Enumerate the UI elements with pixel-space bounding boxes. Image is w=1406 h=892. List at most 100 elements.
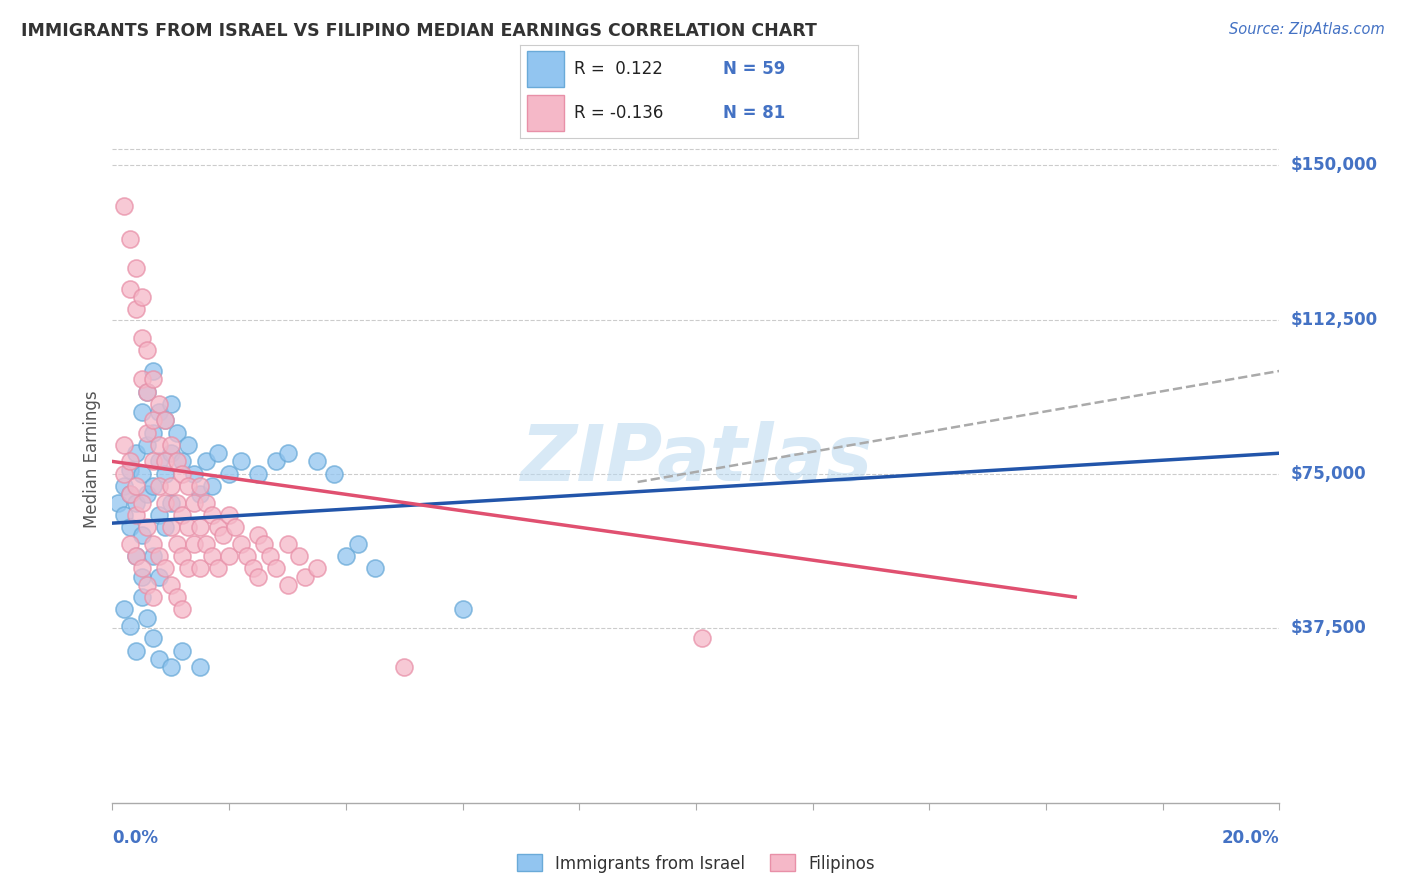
Point [131, 528, 153, 542]
Point [148, 397, 170, 411]
Point [305, 561, 328, 575]
Point [148, 479, 170, 493]
Point [148, 569, 170, 583]
Point [218, 467, 240, 481]
Point [131, 331, 153, 345]
Point [118, 487, 141, 501]
Point [112, 508, 135, 522]
Point [148, 549, 170, 563]
Point [136, 425, 159, 440]
Point [142, 413, 165, 427]
Point [172, 602, 194, 616]
Point [160, 397, 183, 411]
Point [118, 487, 141, 501]
Text: IMMIGRANTS FROM ISRAEL VS FILIPINO MEDIAN EARNINGS CORRELATION CHART: IMMIGRANTS FROM ISRAEL VS FILIPINO MEDIA… [21, 22, 817, 40]
Text: 20.0%: 20.0% [1222, 829, 1279, 847]
Point [148, 405, 170, 419]
Point [194, 537, 217, 551]
Point [160, 660, 183, 674]
Point [247, 528, 270, 542]
Point [177, 479, 200, 493]
Point [125, 479, 148, 493]
Point [690, 632, 713, 646]
Point [160, 520, 183, 534]
Point [136, 384, 159, 399]
Point [160, 438, 183, 452]
Point [201, 508, 224, 522]
Point [118, 232, 141, 246]
Text: Source: ZipAtlas.com: Source: ZipAtlas.com [1229, 22, 1385, 37]
Point [288, 549, 311, 563]
Point [166, 495, 188, 509]
Point [131, 290, 153, 304]
Point [125, 549, 148, 563]
Point [136, 343, 159, 358]
Point [294, 569, 316, 583]
Point [125, 446, 148, 460]
Point [107, 495, 129, 509]
Point [153, 454, 176, 468]
Point [346, 537, 368, 551]
Text: N = 81: N = 81 [723, 104, 785, 122]
Point [112, 199, 135, 213]
Point [153, 413, 176, 427]
Point [183, 495, 205, 509]
Point [172, 454, 194, 468]
Text: ZIPatlas: ZIPatlas [520, 421, 872, 498]
Text: $112,500: $112,500 [1291, 310, 1378, 328]
Bar [527, 95, 564, 131]
Point [276, 446, 298, 460]
Y-axis label: Median Earnings: Median Earnings [83, 391, 101, 528]
Point [142, 454, 165, 468]
Point [253, 537, 276, 551]
Point [153, 495, 176, 509]
Point [218, 549, 240, 563]
Point [207, 520, 229, 534]
Point [125, 495, 148, 509]
Text: 0.0%: 0.0% [112, 829, 159, 847]
Point [264, 454, 287, 468]
Point [201, 479, 224, 493]
Point [229, 454, 252, 468]
Point [125, 261, 148, 276]
Point [153, 413, 176, 427]
Point [160, 446, 183, 460]
Point [172, 467, 194, 481]
Point [201, 549, 224, 563]
Text: $37,500: $37,500 [1291, 619, 1367, 637]
Text: $75,000: $75,000 [1291, 465, 1367, 483]
Point [323, 467, 346, 481]
Point [166, 590, 188, 604]
Point [118, 619, 141, 633]
Point [247, 467, 270, 481]
Point [118, 454, 141, 468]
Point [118, 520, 141, 534]
Point [112, 602, 135, 616]
Point [259, 549, 281, 563]
Point [148, 508, 170, 522]
Point [177, 438, 200, 452]
Point [392, 660, 416, 674]
Point [276, 537, 298, 551]
Point [177, 561, 200, 575]
Text: N = 59: N = 59 [723, 60, 785, 78]
Point [451, 602, 474, 616]
Point [276, 578, 298, 592]
Point [166, 454, 188, 468]
Point [172, 643, 194, 657]
Point [166, 425, 188, 440]
Point [136, 384, 159, 399]
Bar [527, 51, 564, 87]
Point [131, 405, 153, 419]
Point [177, 520, 200, 534]
Point [131, 569, 153, 583]
Point [112, 467, 135, 481]
Point [188, 660, 211, 674]
Point [229, 537, 252, 551]
Point [207, 561, 229, 575]
Point [142, 549, 165, 563]
Point [112, 479, 135, 493]
Point [142, 537, 165, 551]
Point [153, 520, 176, 534]
Point [142, 364, 165, 378]
